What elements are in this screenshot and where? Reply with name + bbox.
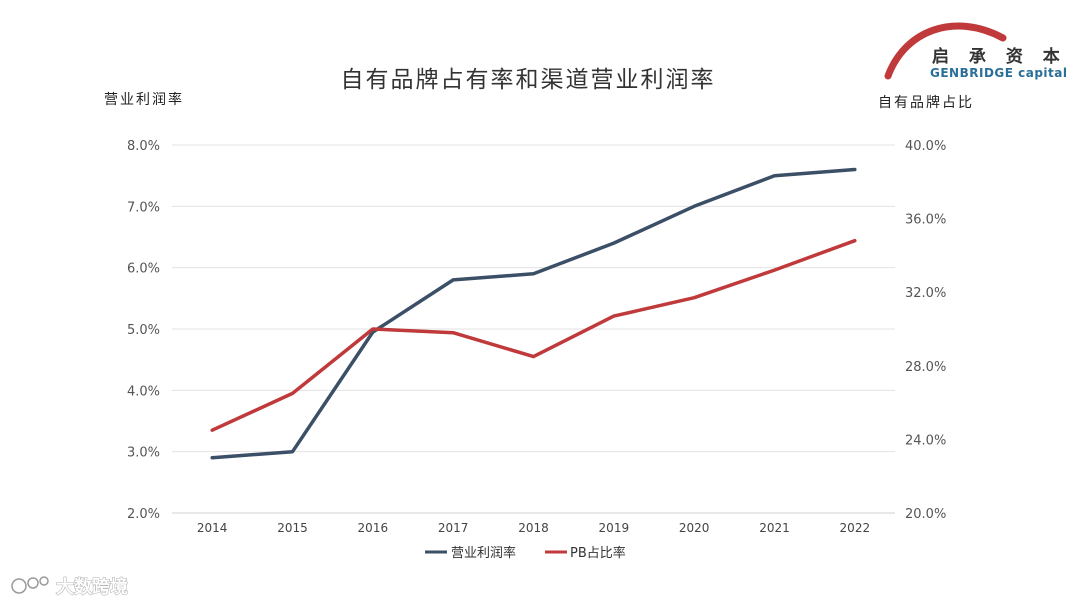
y-left-tick-label: 7.0% [127, 200, 160, 215]
y-left-tick-label: 6.0% [127, 262, 160, 277]
gridlines [172, 144, 895, 514]
series-line-0 [210, 167, 857, 460]
y-left-tick-label: 4.0% [127, 384, 160, 399]
x-tick-label: 2017 [438, 521, 469, 535]
legend-label-0: 营业利润率 [451, 545, 516, 561]
y-right-tick-label: 24.0% [905, 433, 946, 448]
y-axis-right-title: 自有品牌占比 [878, 94, 974, 111]
x-tick-label: 2022 [840, 521, 871, 535]
x-tick-label: 2020 [679, 521, 710, 535]
series-line-1 [210, 238, 857, 432]
y-left-tick-label: 8.0% [127, 139, 160, 154]
x-tick-label: 2014 [197, 521, 228, 535]
watermark: 大数跨境 [11, 576, 128, 598]
series-lines [210, 167, 857, 460]
watermark-icon [11, 578, 27, 594]
x-tick-label: 2018 [518, 521, 549, 535]
x-tick-label: 2016 [358, 521, 389, 535]
legend-label-1: PB占比率 [570, 545, 626, 561]
logo-en: GENBRIDGE capital [930, 66, 1068, 80]
logo-arc-icon [884, 22, 1007, 80]
y-right-tick-label: 32.0% [905, 286, 946, 301]
watermark-text: 大数跨境 [56, 576, 128, 598]
y-axis-left-title: 营业利润率 [104, 91, 184, 108]
y-right-tick-label: 40.0% [905, 139, 946, 154]
x-tick-label: 2019 [599, 521, 630, 535]
chart-title: 自有品牌占有率和渠道营业利润率 [341, 67, 716, 93]
y-right-tick-label: 28.0% [905, 360, 946, 375]
y-left-tick-label: 5.0% [127, 323, 160, 338]
x-axis: 2014 2015 2016 2017 2018 2019 2020 2021 2022 [172, 512, 895, 535]
x-tick-label: 2015 [277, 521, 308, 535]
logo-cn: 启 承 资 本 [932, 46, 1067, 67]
y-axis-right: 20.0% 24.0% 28.0% 32.0% 36.0% 40.0% [905, 139, 946, 522]
y-axis-left: 2.0% 3.0% 4.0% 5.0% 6.0% 7.0% 8.0% [127, 139, 160, 522]
logo: 启 承 资 本 GENBRIDGE capital [884, 22, 1068, 80]
legend: 营业利润率 PB占比率 [425, 545, 626, 561]
y-left-tick-label: 3.0% [127, 446, 160, 461]
y-left-tick-label: 2.0% [127, 507, 160, 522]
y-right-tick-label: 20.0% [905, 507, 946, 522]
y-right-tick-label: 36.0% [905, 213, 946, 228]
x-tick-label: 2021 [759, 521, 790, 535]
